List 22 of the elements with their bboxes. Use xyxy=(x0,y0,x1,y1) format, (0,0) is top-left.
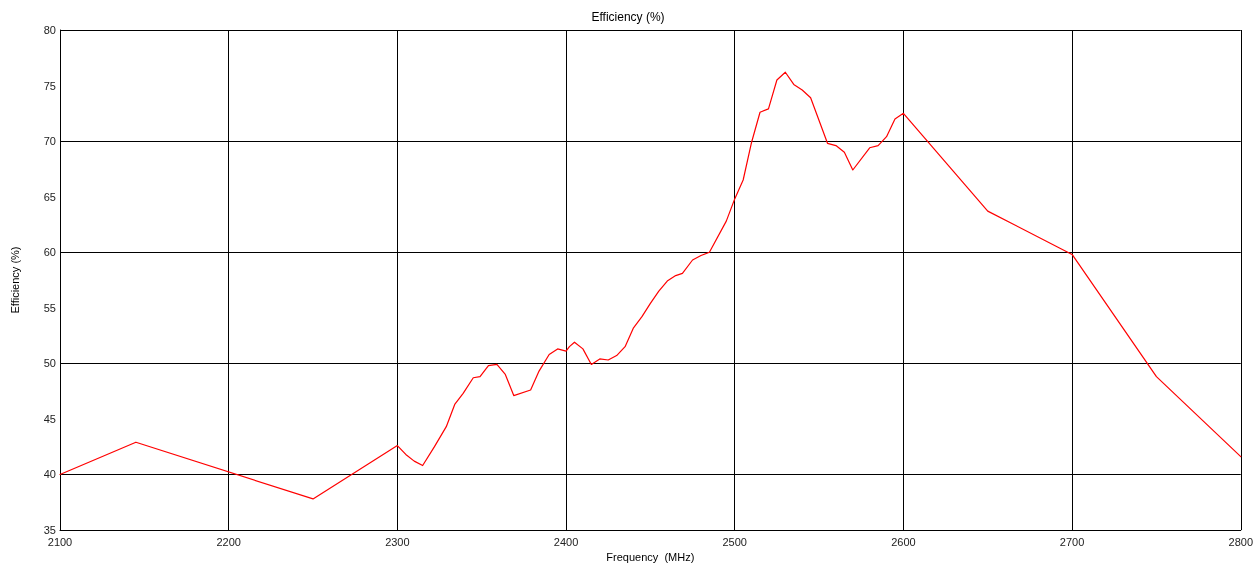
chart-title: Efficiency (%) xyxy=(591,10,665,24)
x-axis-title: Frequency (MHz) xyxy=(606,551,695,564)
y-tick-label: 40 xyxy=(43,468,56,481)
x-tick-label: 2600 xyxy=(891,535,916,548)
y-tick-label: 50 xyxy=(43,357,56,370)
x-tick-label: 2200 xyxy=(216,535,241,548)
y-tick-label: 35 xyxy=(43,524,56,536)
x-tick-label: 2700 xyxy=(1059,535,1085,548)
y-tick-label: 60 xyxy=(43,246,56,259)
y-tick-label: 45 xyxy=(43,412,56,425)
y-tick-label: 70 xyxy=(43,135,56,148)
x-tick-label: 2100 xyxy=(47,535,73,548)
y-axis-title: Efficiency (%) xyxy=(8,246,21,314)
x-tick-label: 2500 xyxy=(722,535,747,548)
y-tick-label: 80 xyxy=(43,24,56,36)
y-tick-label: 75 xyxy=(43,79,56,92)
line-series xyxy=(59,71,1242,500)
x-tick-label: 2400 xyxy=(553,535,579,548)
y-tick-label: 55 xyxy=(43,301,56,314)
y-tick-label: 65 xyxy=(43,190,56,203)
x-tick-label: 2800 xyxy=(1228,535,1254,548)
x-tick-label: 2300 xyxy=(385,535,410,548)
